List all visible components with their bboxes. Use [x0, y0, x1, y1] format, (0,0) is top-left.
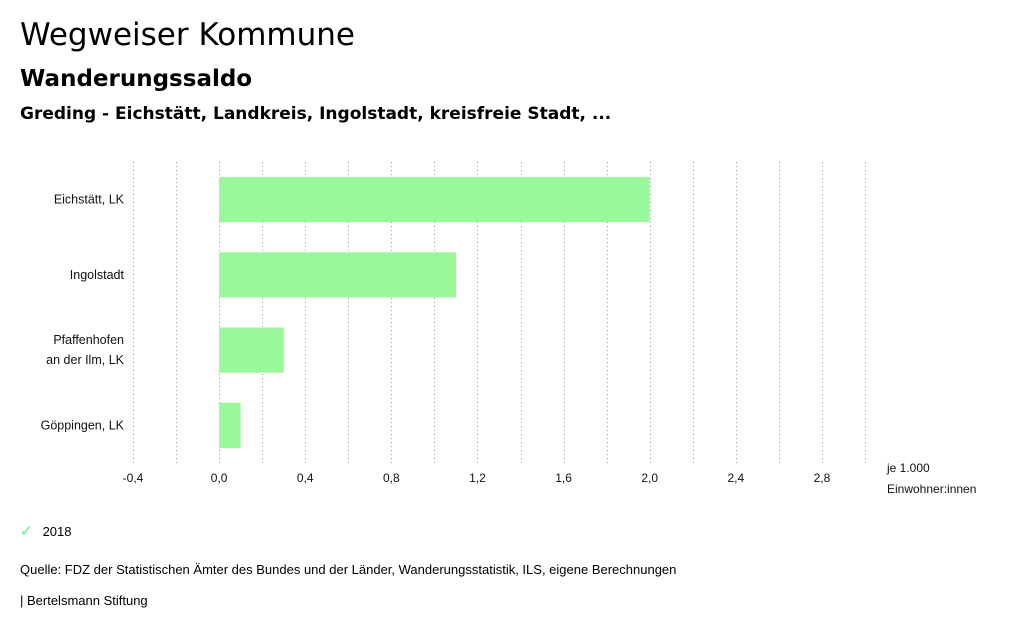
source-note: Quelle: FDZ der Statistischen Ämter des … — [20, 562, 677, 577]
footer-credit: | Bertelsmann Stiftung — [20, 593, 148, 608]
x-tick-label: 0,4 — [297, 471, 314, 485]
x-tick-label: 2,0 — [641, 471, 658, 485]
page-title: Wegweiser Kommune — [20, 17, 355, 53]
category-label: an der Ilm, LK — [46, 353, 124, 367]
x-tick-label: 1,2 — [469, 471, 486, 485]
bar[interactable] — [219, 177, 650, 223]
bar[interactable] — [219, 327, 284, 373]
region-label: Greding - Eichstätt, Landkreis, Ingolsta… — [20, 104, 612, 124]
chart-subtitle: Wanderungssaldo — [20, 66, 253, 92]
bar[interactable] — [219, 252, 456, 298]
category-label: Göppingen, LK — [41, 418, 125, 432]
legend-label: 2018 — [42, 523, 72, 539]
category-label: Pfaffenhofen — [53, 333, 124, 347]
bar-chart: -0,4 0,0 0,4 0,8 1,2 1,6 2,0 2,4 2,8 Eichstätt, L… — [41, 162, 976, 496]
x-tick-label: 0,8 — [383, 471, 400, 485]
legend-item-2018[interactable]: ✓ 2018 — [20, 522, 72, 540]
x-tick-label: -0,4 — [123, 471, 144, 485]
check-icon: ✓ — [20, 523, 33, 540]
x-tick-label: 2,4 — [727, 471, 744, 485]
unit-label: je 1.000 — [886, 461, 930, 475]
bar[interactable] — [219, 402, 241, 448]
x-tick-label: 0,0 — [211, 471, 228, 485]
x-tick-label: 1,6 — [555, 471, 572, 485]
category-label: Ingolstadt — [70, 268, 125, 282]
unit-label: Einwohner:innen — [887, 482, 976, 496]
x-tick-label: 2,8 — [814, 471, 831, 485]
category-label: Eichstätt, LK — [54, 193, 125, 207]
